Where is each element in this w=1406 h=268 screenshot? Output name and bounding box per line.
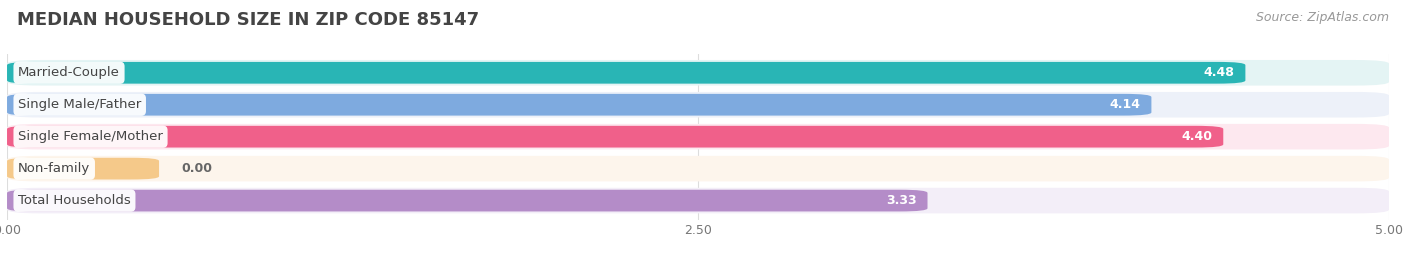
FancyBboxPatch shape: [7, 94, 1152, 116]
Text: Source: ZipAtlas.com: Source: ZipAtlas.com: [1256, 11, 1389, 24]
Text: 4.14: 4.14: [1109, 98, 1140, 111]
Text: Total Households: Total Households: [18, 194, 131, 207]
FancyBboxPatch shape: [7, 190, 928, 211]
Text: Single Female/Mother: Single Female/Mother: [18, 130, 163, 143]
FancyBboxPatch shape: [7, 126, 1223, 148]
Text: Non-family: Non-family: [18, 162, 90, 175]
FancyBboxPatch shape: [7, 158, 159, 180]
FancyBboxPatch shape: [7, 156, 1389, 181]
Text: MEDIAN HOUSEHOLD SIZE IN ZIP CODE 85147: MEDIAN HOUSEHOLD SIZE IN ZIP CODE 85147: [17, 11, 479, 29]
FancyBboxPatch shape: [7, 188, 1389, 213]
Text: 4.40: 4.40: [1181, 130, 1212, 143]
Text: Married-Couple: Married-Couple: [18, 66, 120, 79]
Text: 0.00: 0.00: [181, 162, 212, 175]
FancyBboxPatch shape: [7, 62, 1246, 84]
Text: 4.48: 4.48: [1204, 66, 1234, 79]
Text: 3.33: 3.33: [886, 194, 917, 207]
FancyBboxPatch shape: [7, 60, 1389, 85]
Text: Single Male/Father: Single Male/Father: [18, 98, 142, 111]
FancyBboxPatch shape: [7, 92, 1389, 117]
FancyBboxPatch shape: [7, 124, 1389, 150]
